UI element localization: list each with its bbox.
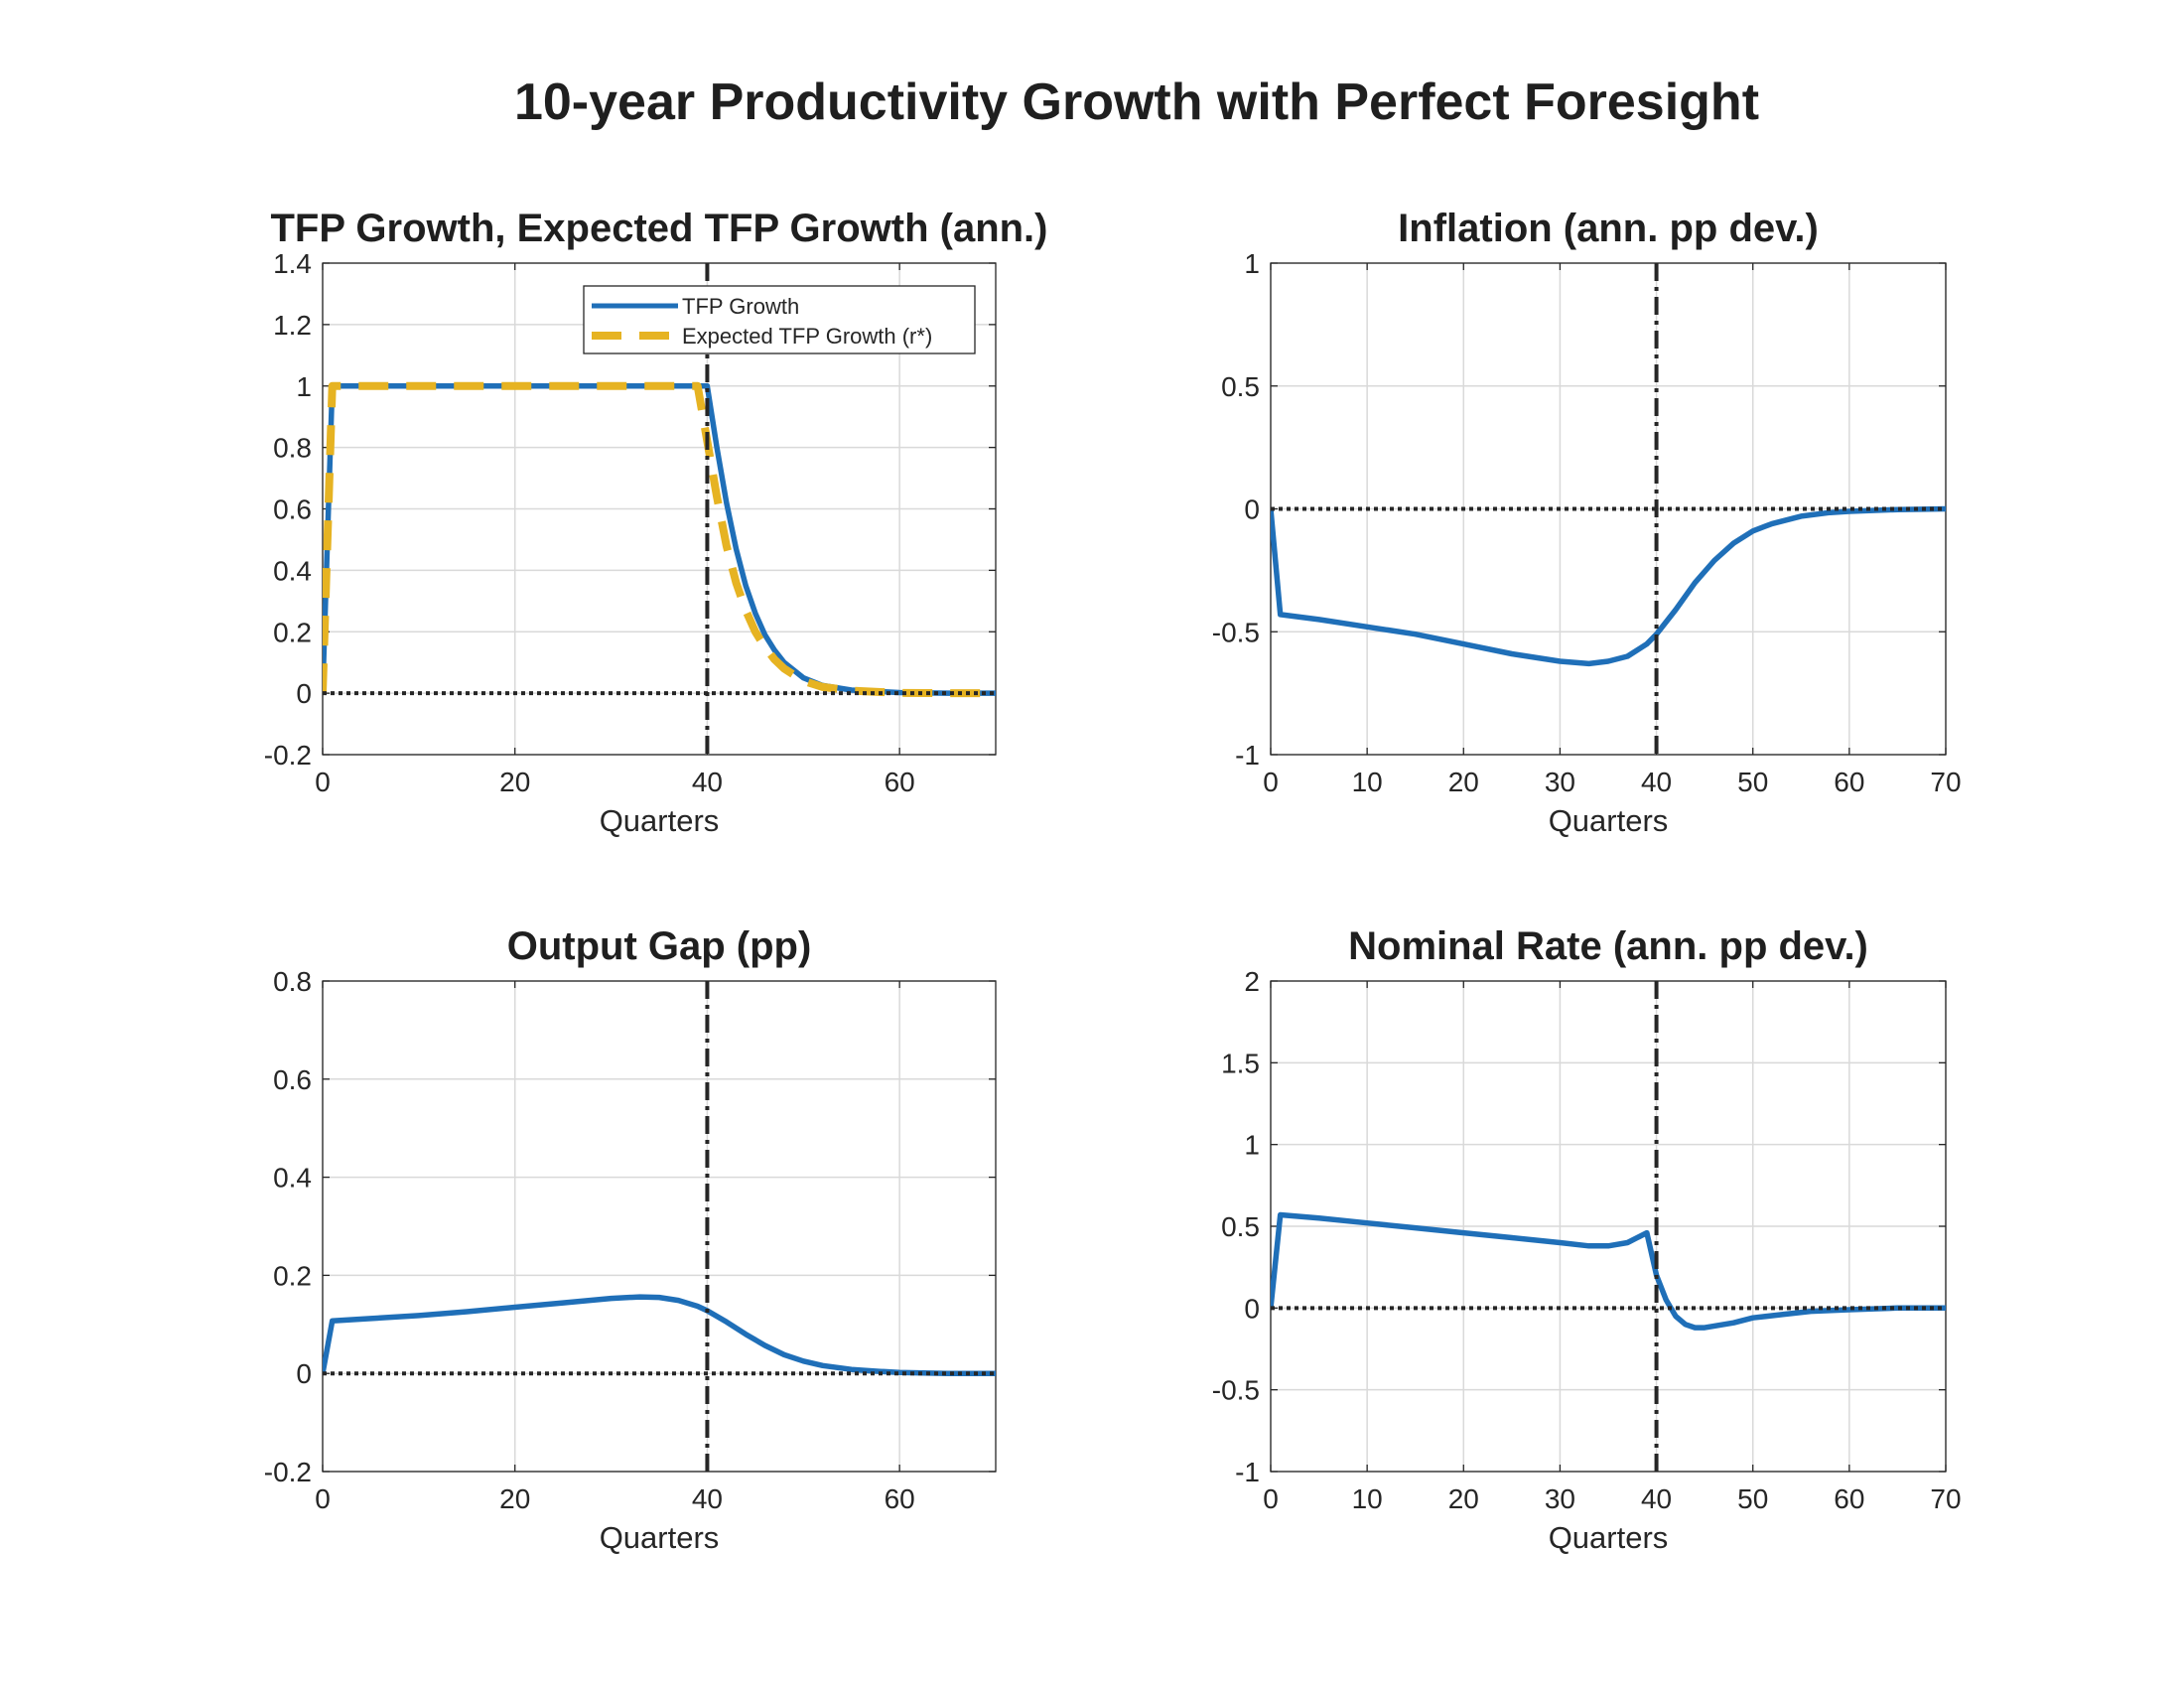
x-tick-label: 20 [499, 767, 530, 797]
y-tick-label: 0 [296, 1358, 312, 1389]
x-tick-label: 60 [885, 1483, 915, 1514]
x-tick-label: 30 [1545, 1483, 1575, 1514]
y-tick-label: 0.4 [273, 555, 312, 586]
figure-title: 10-year Productivity Growth with Perfect… [514, 73, 1759, 131]
y-tick-label: -1 [1235, 740, 1260, 771]
y-tick-label: 1 [1244, 1130, 1260, 1161]
panel-title: Inflation (ann. pp dev.) [1398, 207, 1819, 250]
x-axis-label: Quarters [600, 1520, 720, 1555]
legend-entry-label: Expected TFP Growth (r*) [682, 324, 932, 349]
x-tick-label: 0 [315, 767, 331, 797]
x-tick-label: 40 [1641, 1483, 1672, 1514]
series-line-main [1271, 505, 1946, 667]
y-tick-label: 0.2 [273, 1260, 312, 1291]
y-tick-label: -1 [1235, 1457, 1260, 1487]
x-tick-label: 70 [1930, 767, 1961, 797]
series-group [323, 1294, 996, 1376]
y-tick-label: -0.2 [264, 1457, 312, 1487]
panel-title: TFP Growth, Expected TFP Growth (ann.) [270, 207, 1047, 250]
x-tick-label: 50 [1737, 1483, 1768, 1514]
panel-title: Nominal Rate (ann. pp dev.) [1348, 924, 1868, 968]
y-tick-label: 0.6 [273, 1064, 312, 1095]
series-line-main [1271, 1211, 1946, 1331]
y-tick-label: 0.2 [273, 617, 312, 647]
x-tick-label: 20 [499, 1483, 530, 1514]
y-tick-label: 0.4 [273, 1163, 312, 1194]
y-tick-label: 0.8 [273, 433, 312, 464]
y-tick-label: 0 [1244, 494, 1260, 525]
x-tick-label: 20 [1448, 767, 1479, 797]
series-group [1271, 505, 1946, 667]
y-tick-label: 0.8 [273, 966, 312, 997]
y-tick-label: 1.2 [273, 310, 312, 341]
plot-area [323, 981, 996, 1472]
x-tick-label: 10 [1352, 767, 1383, 797]
axes-frame [1270, 980, 1947, 1473]
y-tick-label: -0.5 [1212, 617, 1260, 647]
y-tick-label: 0 [1244, 1293, 1260, 1324]
axes-frame [322, 262, 997, 756]
y-tick-label: 1.4 [273, 248, 312, 279]
panel-inflation: 0 10 20 30 40 50 60 70 -1 -0.5 0 0.5 1 Inflation (ann… [1212, 207, 1962, 838]
x-tick-label: 40 [692, 1483, 723, 1514]
y-tick-label: 0.6 [273, 494, 312, 525]
panel-title: Output Gap (pp) [507, 924, 812, 968]
y-tick-label: 0 [296, 678, 312, 709]
x-tick-label: 60 [1834, 767, 1864, 797]
y-tick-label: 2 [1244, 966, 1260, 997]
x-tick-label: 0 [1263, 1483, 1279, 1514]
x-tick-label: 60 [885, 767, 915, 797]
y-tick-label: 1 [296, 371, 312, 402]
x-tick-label: 0 [315, 1483, 331, 1514]
y-tick-label: 0.5 [1221, 1211, 1260, 1242]
panel-nominal_rate: 0 10 20 30 40 50 60 70 -1 -0.5 0 0.5 1 1.5 2 Nominal Ra… [1212, 924, 1962, 1555]
x-axis-label: Quarters [1549, 803, 1669, 838]
series-line-main [323, 1294, 996, 1376]
x-axis-label: Quarters [600, 803, 720, 838]
x-tick-label: 20 [1448, 1483, 1479, 1514]
y-tick-label: -0.2 [264, 740, 312, 771]
axes-frame [322, 980, 997, 1473]
legend-entry-label: TFP Growth [682, 294, 799, 319]
legend: TFP Growth Expected TFP Growth (r*) [583, 285, 976, 354]
y-tick-label: -0.5 [1212, 1375, 1260, 1406]
x-tick-label: 40 [692, 767, 723, 797]
x-axis-label: Quarters [1549, 1520, 1669, 1555]
x-tick-label: 50 [1737, 767, 1768, 797]
series-group [1271, 1211, 1946, 1331]
x-tick-label: 10 [1352, 1483, 1383, 1514]
y-tick-label: 1 [1244, 248, 1260, 279]
y-tick-label: 1.5 [1221, 1048, 1260, 1078]
y-tick-label: 0.5 [1221, 371, 1260, 402]
x-tick-label: 0 [1263, 767, 1279, 797]
x-tick-label: 60 [1834, 1483, 1864, 1514]
x-tick-label: 30 [1545, 767, 1575, 797]
legend-box [583, 285, 976, 354]
x-tick-label: 70 [1930, 1483, 1961, 1514]
x-tick-label: 40 [1641, 767, 1672, 797]
